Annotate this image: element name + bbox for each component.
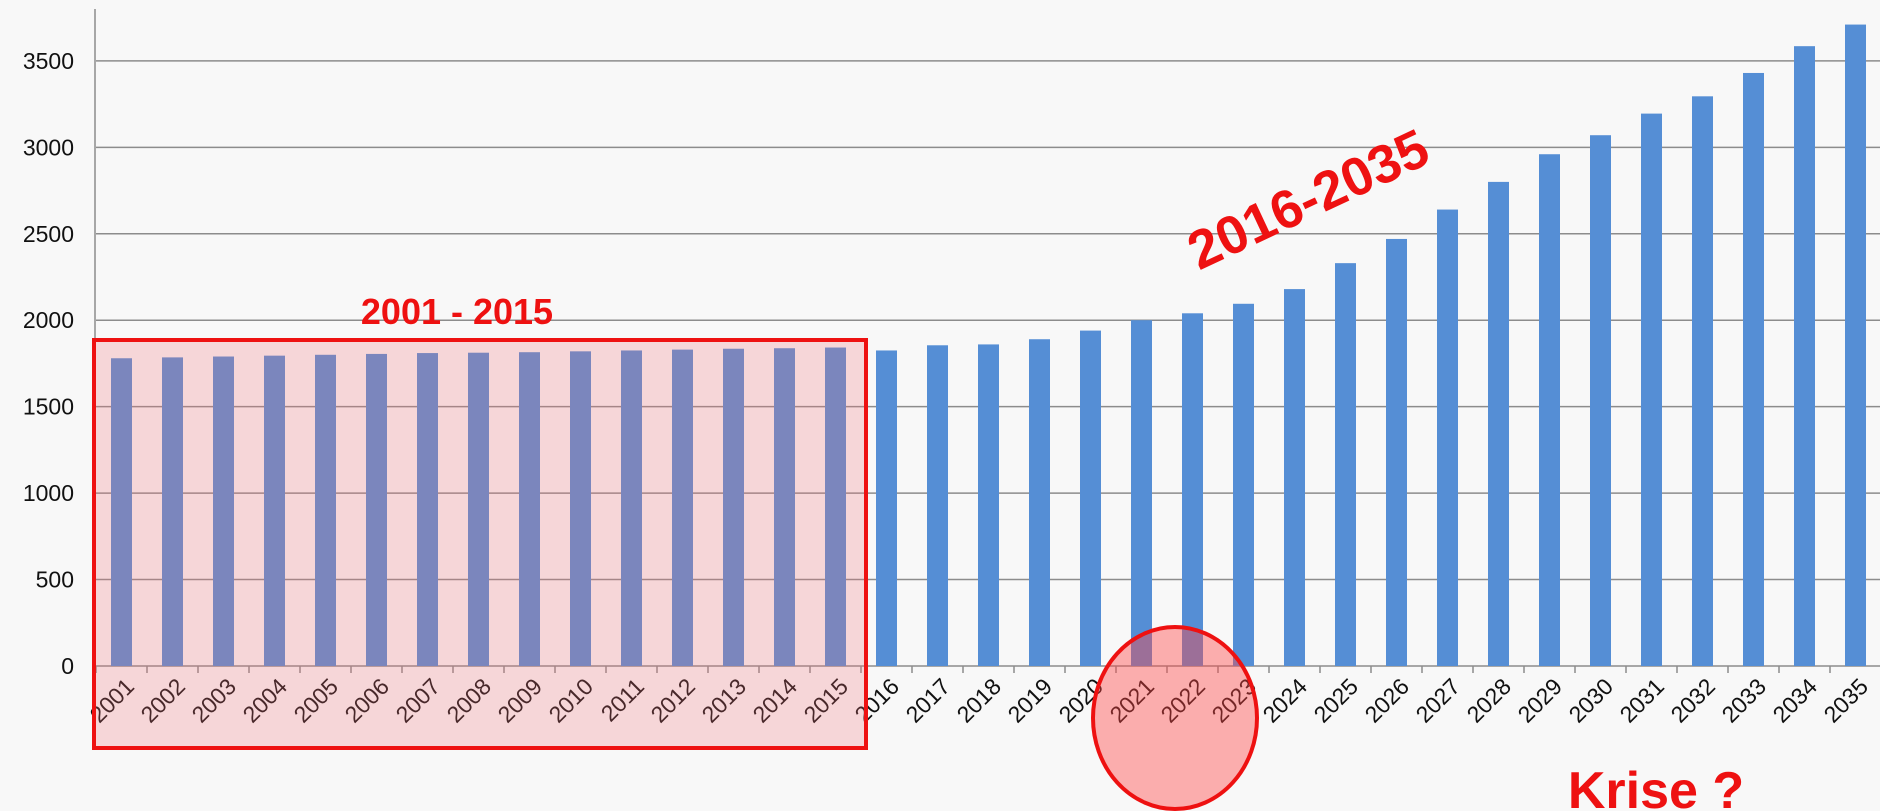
x-tick-label: 2019	[1002, 673, 1057, 728]
bar	[927, 345, 948, 666]
bar	[1539, 154, 1560, 667]
x-tick-label: 2024	[1257, 673, 1312, 728]
y-tick-label: 2000	[23, 307, 74, 333]
x-tick-label: 2025	[1308, 673, 1363, 728]
x-tick-label: 2033	[1716, 673, 1771, 728]
y-tick-label: 1500	[23, 394, 74, 420]
x-tick-label: 2035	[1818, 673, 1873, 728]
bar	[1692, 96, 1713, 667]
bar	[876, 350, 897, 666]
x-tick-label: 2026	[1359, 673, 1414, 728]
bar	[315, 354, 336, 666]
bar	[162, 357, 183, 666]
bar	[825, 347, 846, 666]
bar	[570, 351, 591, 666]
y-tick-label: 3500	[23, 48, 74, 74]
x-tick-label: 2028	[1461, 673, 1516, 728]
x-tick-label: 2017	[900, 673, 955, 728]
bar	[672, 349, 693, 666]
bar	[519, 352, 540, 666]
bar	[1335, 263, 1356, 666]
bar	[1794, 46, 1815, 667]
y-tick-label: 1000	[23, 480, 74, 506]
y-tick-label: 500	[36, 567, 74, 593]
bar	[1437, 209, 1458, 666]
x-tick-label: 2027	[1410, 673, 1465, 728]
bar	[366, 353, 387, 666]
x-tick-label: 2032	[1665, 673, 1720, 728]
bar	[1488, 181, 1509, 667]
x-tick-label: 2030	[1563, 673, 1618, 728]
y-tick-label: 0	[61, 653, 74, 679]
bar	[213, 356, 234, 666]
y-tick-label: 3000	[23, 134, 74, 160]
bar	[1641, 113, 1662, 666]
bar	[1743, 72, 1764, 666]
x-tick-label: 2031	[1614, 673, 1669, 728]
bar	[1386, 238, 1407, 666]
bar	[1182, 313, 1203, 666]
bar	[1131, 320, 1152, 666]
bar	[264, 355, 285, 666]
highlight-box	[92, 338, 868, 750]
bar	[774, 348, 795, 666]
bar	[468, 352, 489, 666]
x-tick-label: 2034	[1767, 673, 1822, 728]
bar	[978, 344, 999, 666]
annotation: 2001 - 2015	[361, 291, 553, 332]
bar	[1029, 339, 1050, 666]
annotation: Krise ?	[1568, 762, 1744, 811]
highlight-circle	[1091, 625, 1259, 811]
x-tick-label: 2018	[951, 673, 1006, 728]
bar	[1233, 303, 1254, 666]
x-tick-label: 2029	[1512, 673, 1567, 728]
bar	[417, 353, 438, 666]
bar	[1080, 330, 1101, 666]
bar	[723, 348, 744, 666]
bar	[1845, 24, 1866, 666]
bar	[111, 358, 132, 666]
bar	[621, 350, 642, 666]
y-tick-label: 2500	[23, 221, 74, 247]
bar	[1284, 289, 1305, 666]
bar	[1590, 135, 1611, 667]
